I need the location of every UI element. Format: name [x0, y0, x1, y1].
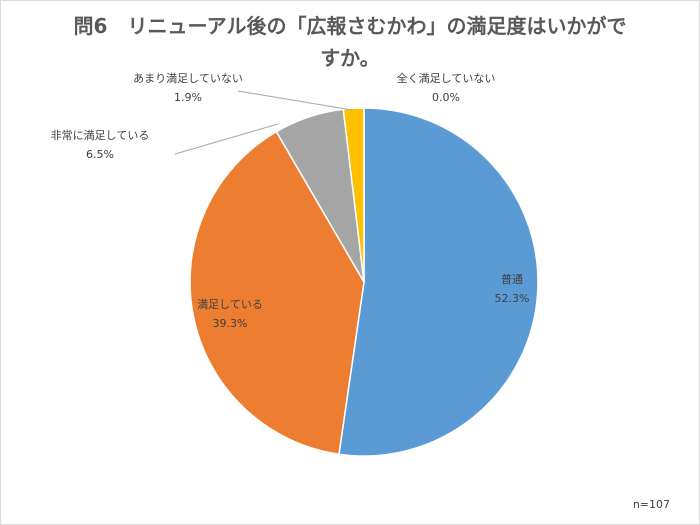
pie-slice: [189, 130, 365, 456]
sample-size-note: n=107: [632, 498, 670, 511]
slice-value-label: 39.3%: [213, 317, 248, 330]
chart-title: 問6 リニューアル後の「広報さむかわ」の満足度はいかがで すか。: [40, 10, 660, 74]
slice-value-label: 52.3%: [495, 292, 530, 305]
leader-line: [237, 90, 353, 111]
slice-value-label: 0.0%: [432, 91, 460, 104]
slice-label: 満足している: [197, 298, 263, 311]
leader-line: [174, 123, 279, 155]
slice-label: 全く満足していない: [397, 71, 496, 85]
pie-slice: [342, 107, 365, 283]
slice-value-label: 6.5%: [86, 148, 114, 161]
slice-value-label: 1.9%: [174, 91, 202, 104]
pie-slice: [338, 107, 539, 457]
slice-label: あまり満足していない: [133, 72, 243, 85]
slice-label: 普通: [501, 272, 523, 286]
chart-title-line1: 問6 リニューアル後の「広報さむかわ」の満足度はいかがで: [73, 14, 627, 38]
chart-title-line2: すか。: [320, 46, 380, 70]
slice-label: 非常に満足している: [51, 129, 150, 142]
